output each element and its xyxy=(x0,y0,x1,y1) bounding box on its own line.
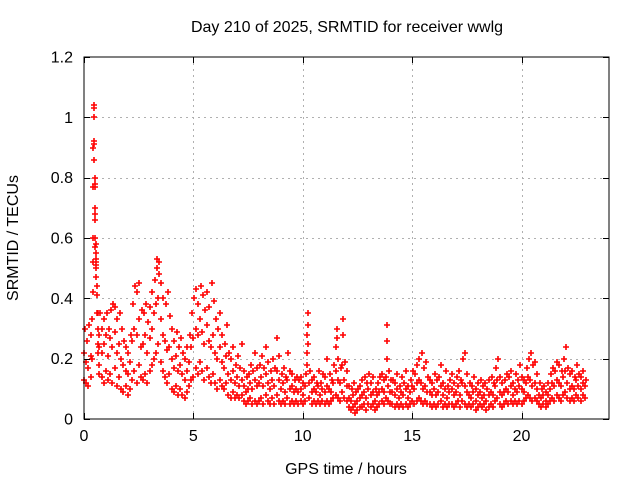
y-tick-label: 0 xyxy=(64,412,73,429)
y-tick-label: 0.8 xyxy=(51,170,73,187)
data-points-markers xyxy=(81,102,589,416)
y-tick-label: 0.2 xyxy=(51,351,73,368)
y-tick-label: 0.6 xyxy=(51,231,73,248)
x-tick-label: 15 xyxy=(403,428,421,445)
x-tick-label: 0 xyxy=(80,428,89,445)
axis-ticks xyxy=(84,57,609,420)
x-axis-label: GPS time / hours xyxy=(285,461,407,478)
axis-tick-labels: 0 5 10 15 20 0 0.2 0.4 0.6 0.8 1 1.2 xyxy=(51,50,531,446)
x-tick-label: 5 xyxy=(189,428,198,445)
y-tick-label: 1 xyxy=(64,110,73,127)
y-tick-label: 1.2 xyxy=(51,50,73,67)
y-tick-label: 0.4 xyxy=(51,291,73,308)
chart-title: Day 210 of 2025, SRMTID for receiver wwl… xyxy=(191,19,503,36)
x-tick-label: 10 xyxy=(294,428,312,445)
x-tick-label: 20 xyxy=(513,428,531,445)
gridlines xyxy=(84,57,609,419)
y-axis-label: SRMTID / TECUs xyxy=(5,175,22,301)
